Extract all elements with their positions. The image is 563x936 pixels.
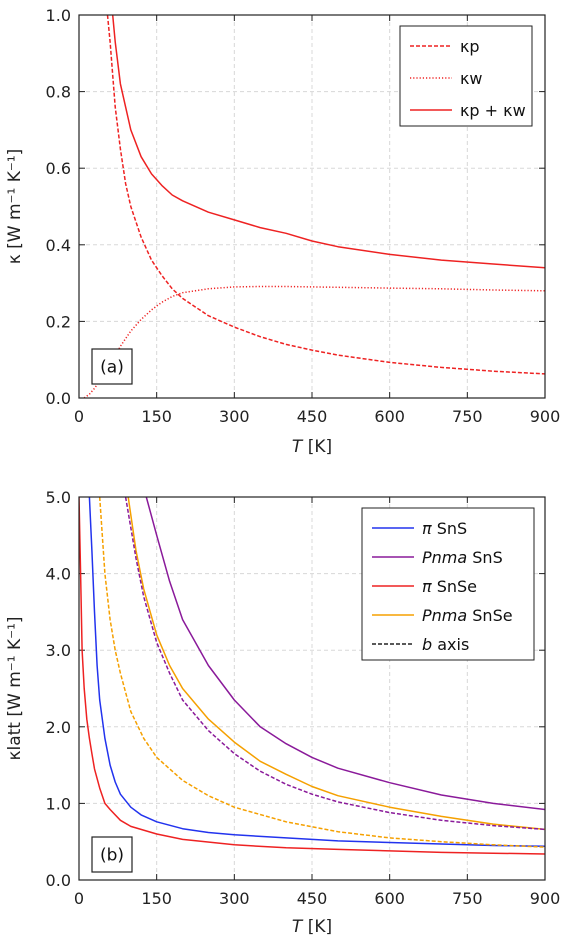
panel-b-legend-label: π SnSe (422, 577, 477, 596)
panel-b-series-line-0 (88, 497, 545, 848)
panel-a-xtick-label: 750 (452, 407, 483, 426)
panel-b-ytick-label: 3.0 (46, 641, 71, 660)
panel-a-xtick-label: 300 (219, 407, 250, 426)
panel-b-series-line-5 (98, 497, 545, 848)
panel-a-ytick-label: 0.0 (46, 389, 71, 408)
panel-b-xtick-label: 300 (219, 889, 250, 908)
panel-b-series-line-2 (79, 497, 545, 855)
panel-b-ytick-label: 1.0 (46, 794, 71, 813)
panel-a-ylabel: κ [W m⁻¹ K⁻¹] (5, 149, 25, 265)
panel-a-chart: 0 150 300 450 600 750 900 0.0 0.2 0.4 0.6 0.8 1.0 T [… (5, 6, 560, 457)
panel-a-ytick-label: 1.0 (46, 6, 71, 25)
panel-b-series-line-1 (145, 497, 545, 811)
panel-b-xtick-label: 150 (141, 889, 172, 908)
panel-b-ytick-label: 0.0 (46, 871, 71, 890)
panel-a-series-line-0 (106, 15, 545, 375)
panel-b-legend-box (361, 507, 535, 661)
panel-b-xtick-label: 600 (374, 889, 405, 908)
panel-b-legend-label: Pnma SnSe (422, 606, 513, 625)
panel-a-xtick-label: 150 (141, 407, 172, 426)
panel-a-xtick-label: 900 (530, 407, 561, 426)
panel-b-xlabel: T [K] (292, 917, 332, 936)
panel-a-ytick-label: 0.6 (46, 159, 71, 178)
panel-b-label-box (91, 836, 133, 873)
panel-b-xtick-label: 450 (297, 889, 328, 908)
panel-a-legend-label: κw (460, 69, 483, 88)
panel-a-series-line-2 (111, 15, 545, 269)
panel-b-ytick-label: 5.0 (46, 488, 71, 507)
panel-b-plot-frame (78, 496, 546, 881)
panel-b-label: (b) (100, 846, 124, 866)
panel-a-legend-label: κp (460, 37, 480, 56)
panel-a-ytick-label: 0.4 (46, 236, 71, 255)
panel-b-ytick-label: 4.0 (46, 565, 71, 584)
panel-a-label-box (91, 348, 133, 385)
panel-b-xtick-label: 900 (530, 889, 561, 908)
panel-a-ytick-label: 0.2 (46, 312, 71, 331)
panel-b-xtick-label: 750 (452, 889, 483, 908)
panel-b-legend-label: Pnma SnS (422, 548, 503, 567)
panel-a-xtick-label: 0 (74, 407, 84, 426)
panel-b-series-group (79, 497, 545, 855)
panel-b-chart: 0 150 300 450 600 750 900 0.0 1.0 2.0 3.0 4.0 5.0 T [… (5, 488, 560, 936)
panel-b-ytick-label: 2.0 (46, 718, 71, 737)
panel-a-ytick-label: 0.8 (46, 83, 71, 102)
panel-b-legend-label: b axis (422, 635, 469, 654)
panel-a-label: (a) (100, 358, 124, 378)
panel-a-legend-label: κp + κw (460, 101, 526, 120)
panel-b-series-line-3 (127, 497, 545, 831)
panel-b-legend-label: π SnS (422, 519, 467, 538)
panel-b-ylabel: κlatt [W m⁻¹ K⁻¹] (5, 616, 25, 760)
panel-b-xtick-label: 0 (74, 889, 84, 908)
panel-a-plot-frame (78, 14, 546, 399)
panel-a-xtick-label: 450 (297, 407, 328, 426)
panel-a-xtick-label: 600 (374, 407, 405, 426)
panel-a-xlabel: T [K] (292, 437, 332, 457)
